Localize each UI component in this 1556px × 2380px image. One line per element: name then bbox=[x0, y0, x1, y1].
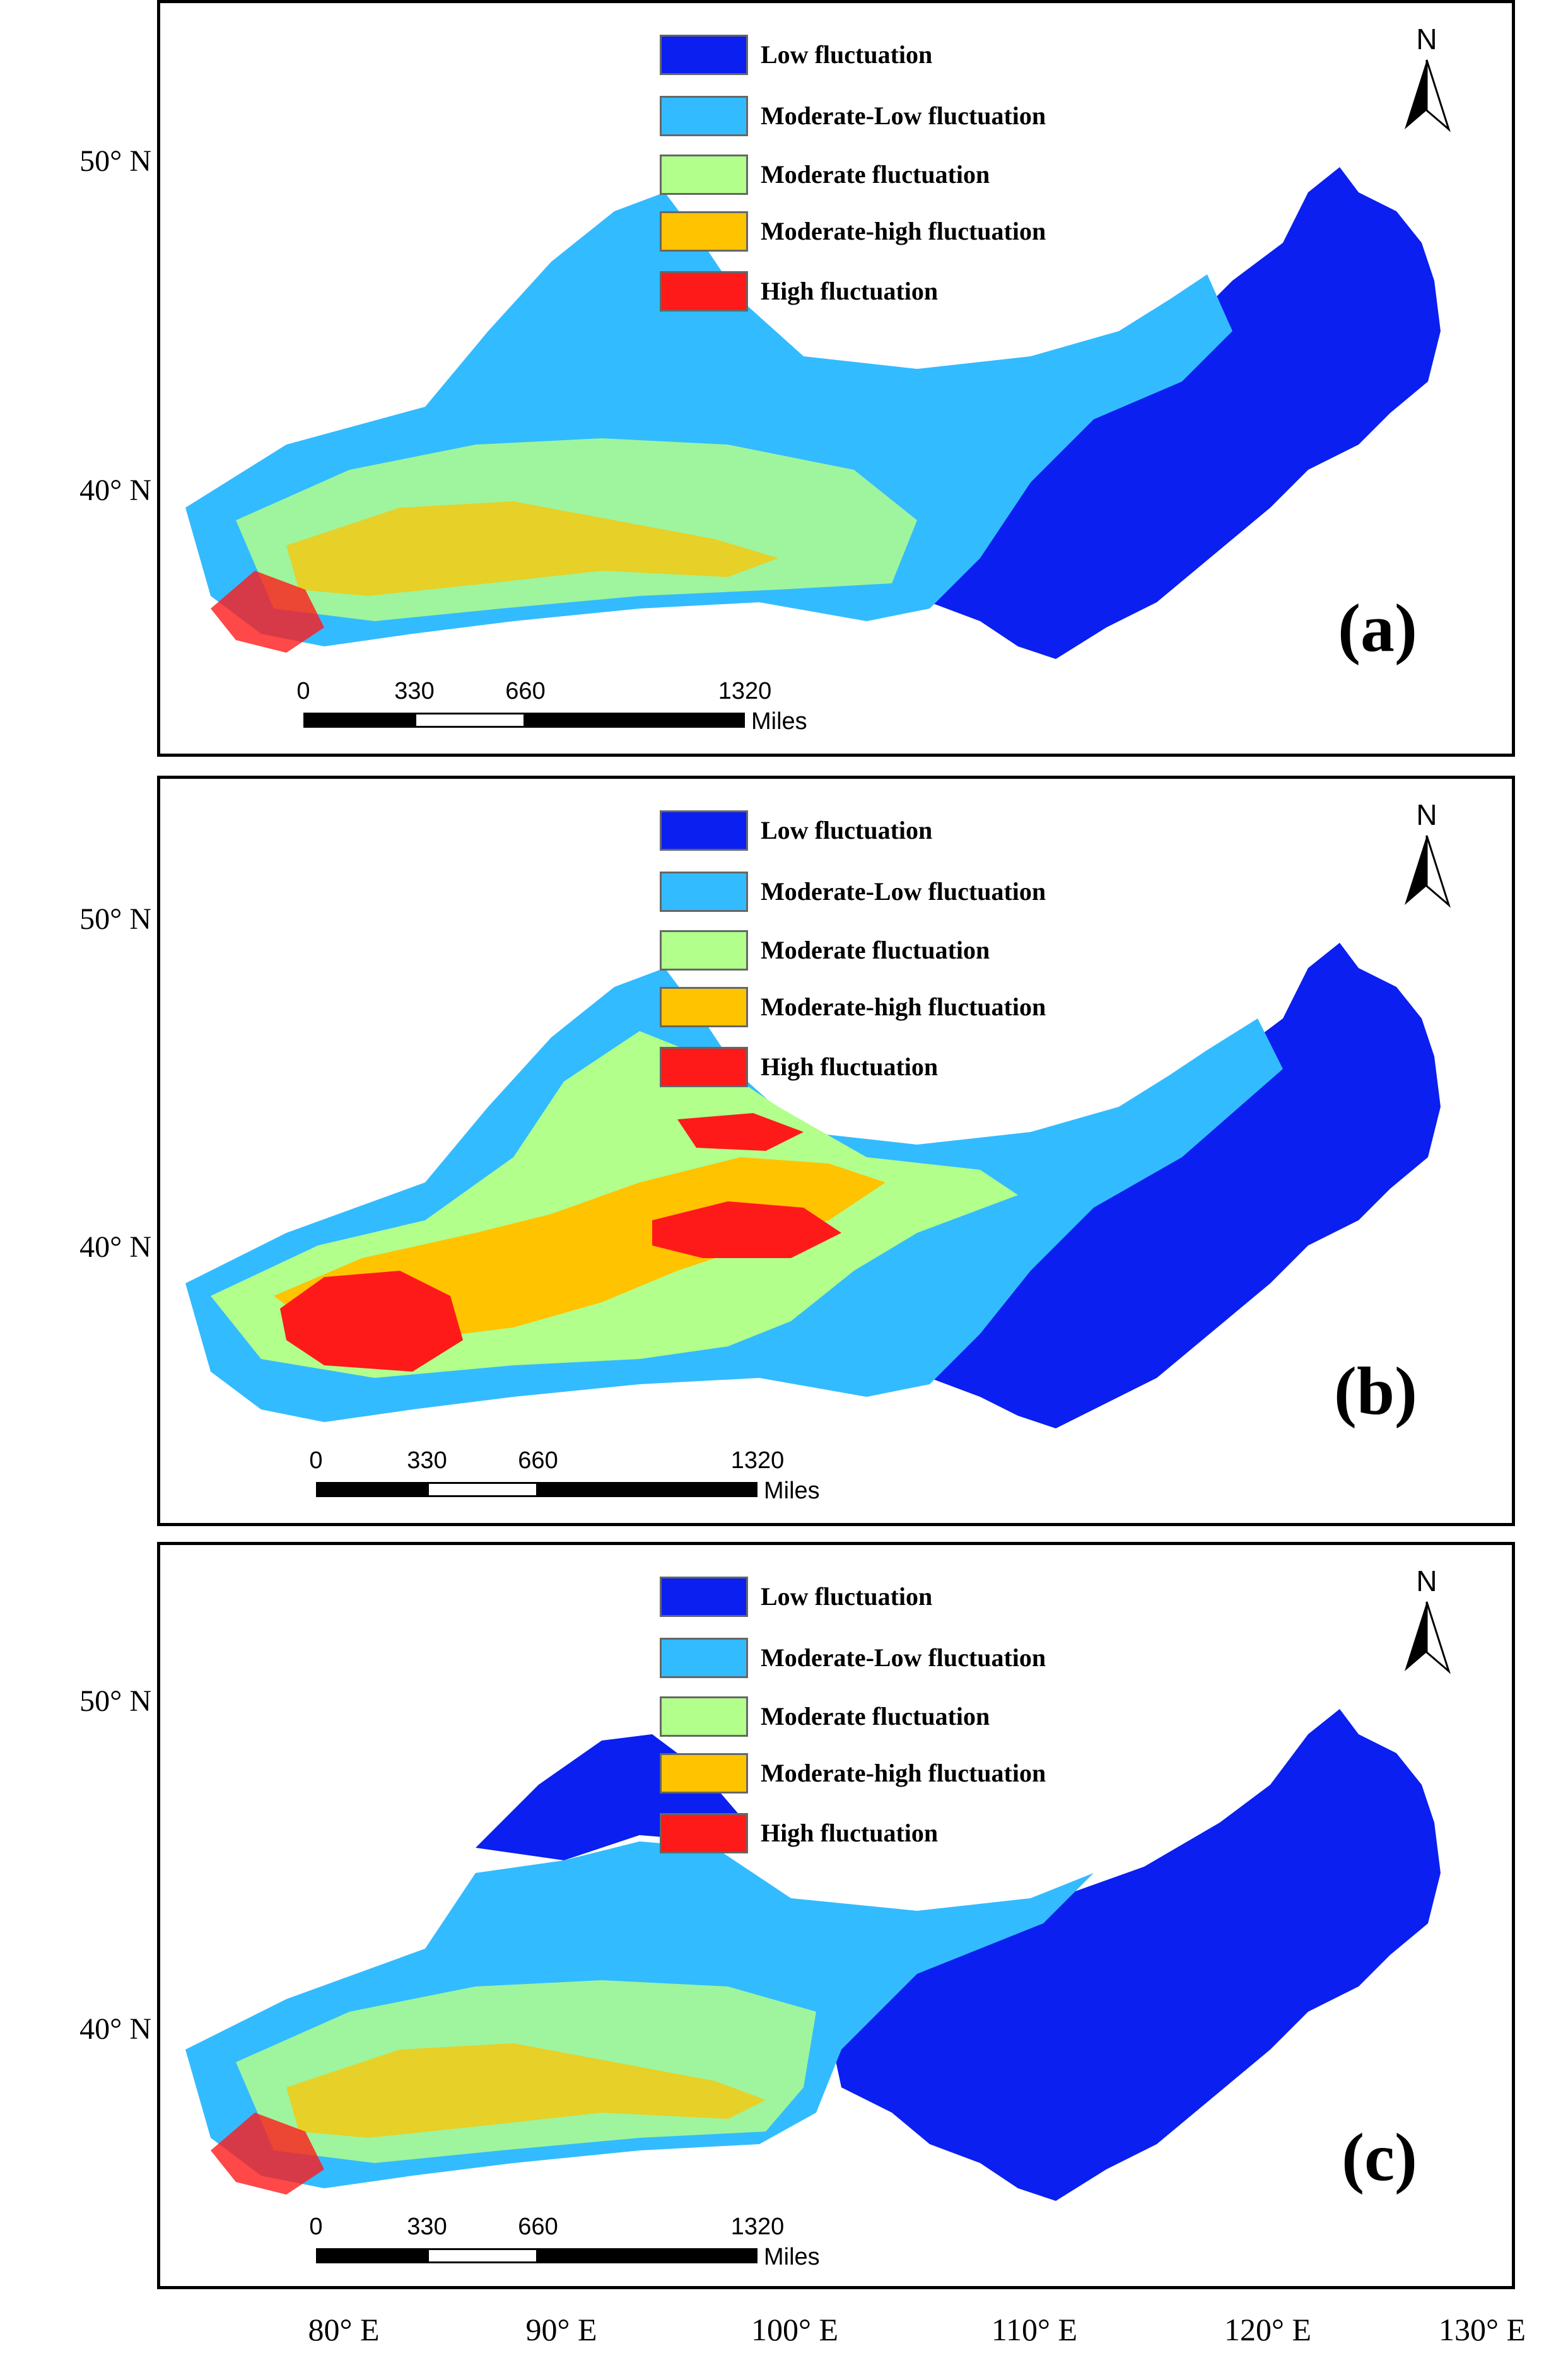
map-b bbox=[185, 943, 1441, 1428]
legend-swatch-moderate-low bbox=[660, 872, 748, 912]
scale-tick: 0 bbox=[296, 678, 310, 704]
scale-segment bbox=[414, 713, 525, 728]
region-high bbox=[677, 1113, 804, 1151]
region-high bbox=[211, 2113, 324, 2195]
scale-unit: Miles bbox=[764, 1478, 820, 1504]
legend-label: Moderate-high fluctuation bbox=[761, 1759, 1046, 1787]
region-low bbox=[886, 943, 1441, 1428]
legend-label: Moderate-Low fluctuation bbox=[761, 1643, 1046, 1672]
lon-label: 100° E bbox=[751, 2312, 839, 2347]
region-high bbox=[211, 571, 324, 653]
scale-segment bbox=[316, 1482, 427, 1497]
scale-tick: 0 bbox=[309, 2214, 323, 2240]
legend-label: Low fluctuation bbox=[761, 816, 933, 844]
region-high bbox=[652, 1201, 841, 1258]
legend-swatch-moderate-high bbox=[660, 987, 748, 1027]
panel-label: (c) bbox=[1342, 2120, 1417, 2195]
scale-segment bbox=[303, 713, 414, 728]
scale-tick: 1320 bbox=[718, 678, 772, 704]
legend-label: Moderate fluctuation bbox=[761, 936, 990, 964]
scale-tick: 660 bbox=[518, 2214, 558, 2240]
lon-label: 80° E bbox=[308, 2312, 380, 2347]
north-arrow-icon bbox=[1405, 1601, 1451, 1674]
north-arrow: N bbox=[1398, 22, 1455, 148]
legend-swatch-moderate-low bbox=[660, 96, 748, 136]
lon-label: 120° E bbox=[1224, 2312, 1312, 2347]
map-panel-c: Low fluctuation Moderate-Low fluctuation… bbox=[157, 1542, 1515, 2289]
legend-swatch-high bbox=[660, 1047, 748, 1087]
north-arrow: N bbox=[1398, 1564, 1455, 1690]
scale-tick: 330 bbox=[407, 2214, 447, 2240]
legend-swatch-high bbox=[660, 271, 748, 312]
legend-swatch-low bbox=[660, 35, 748, 75]
north-label: N bbox=[1416, 23, 1437, 55]
region-low bbox=[886, 167, 1441, 659]
scale-segment bbox=[525, 713, 745, 728]
legend-swatch-low bbox=[660, 1577, 748, 1617]
legend-label: Low fluctuation bbox=[761, 1582, 933, 1611]
legend-swatch-moderate-high bbox=[660, 211, 748, 252]
lat-label: 40° N bbox=[79, 1230, 151, 1264]
lat-label: 50° N bbox=[79, 1684, 151, 1718]
scale-segment bbox=[427, 1482, 538, 1497]
legend-swatch-moderate bbox=[660, 1696, 748, 1737]
scale-tick: 330 bbox=[407, 1447, 447, 1474]
lat-label: 40° N bbox=[79, 2012, 151, 2046]
legend-label: High fluctuation bbox=[761, 277, 939, 305]
scale-tick: 1320 bbox=[730, 1447, 785, 1474]
legend-label: Moderate-Low fluctuation bbox=[761, 102, 1046, 130]
legend-label: Low fluctuation bbox=[761, 40, 933, 69]
north-arrow-icon bbox=[1405, 59, 1451, 132]
legend-label: Moderate-high fluctuation bbox=[761, 993, 1046, 1021]
region-low bbox=[822, 1709, 1441, 2201]
north-label: N bbox=[1416, 798, 1437, 831]
lon-label: 90° E bbox=[525, 2312, 597, 2347]
region-moderate-high bbox=[286, 501, 778, 596]
north-label: N bbox=[1416, 1565, 1437, 1597]
north-arrow-icon bbox=[1405, 835, 1451, 908]
legend-swatch-moderate-low bbox=[660, 1638, 748, 1678]
scale-segment bbox=[538, 1482, 758, 1497]
legend-swatch-moderate-high bbox=[660, 1753, 748, 1794]
map-panel-b: Low fluctuation Moderate-Low fluctuation… bbox=[157, 776, 1515, 1526]
scale-tick: 660 bbox=[505, 678, 546, 704]
scale-segment bbox=[427, 2248, 538, 2263]
scale-tick: 0 bbox=[309, 1447, 323, 1474]
lon-label: 110° E bbox=[991, 2312, 1078, 2347]
legend-label: High fluctuation bbox=[761, 1819, 939, 1847]
lat-label: 50° N bbox=[79, 902, 151, 936]
panel-label: (a) bbox=[1338, 591, 1417, 666]
legend-label: Moderate-Low fluctuation bbox=[761, 877, 1046, 906]
legend-swatch-high bbox=[660, 1813, 748, 1853]
scale-unit: Miles bbox=[751, 708, 807, 735]
scale-segment bbox=[538, 2248, 758, 2263]
legend-swatch-moderate bbox=[660, 930, 748, 971]
legend-label: Moderate fluctuation bbox=[761, 160, 990, 189]
scale-tick: 330 bbox=[394, 678, 435, 704]
north-arrow: N bbox=[1398, 798, 1455, 924]
scale-unit: Miles bbox=[764, 2244, 820, 2270]
lat-label: 40° N bbox=[79, 474, 151, 507]
legend-label: High fluctuation bbox=[761, 1053, 939, 1081]
scale-tick: 1320 bbox=[730, 2214, 785, 2240]
legend-swatch-low bbox=[660, 810, 748, 851]
panel-label: (b) bbox=[1334, 1354, 1417, 1429]
map-a bbox=[185, 167, 1441, 659]
region-high bbox=[280, 1271, 463, 1372]
scale-segment bbox=[316, 2248, 427, 2263]
map-c bbox=[185, 1709, 1441, 2201]
lat-label: 50° N bbox=[79, 144, 151, 178]
scale-tick: 660 bbox=[518, 1447, 558, 1474]
legend-label: Moderate-high fluctuation bbox=[761, 217, 1046, 245]
lon-label: 130° E bbox=[1438, 2312, 1526, 2347]
region-moderate-high bbox=[286, 2043, 766, 2138]
map-panel-a: Low fluctuation Moderate-Low fluctuation… bbox=[157, 0, 1515, 757]
legend-label: Moderate fluctuation bbox=[761, 1702, 990, 1730]
legend-swatch-moderate bbox=[660, 155, 748, 195]
